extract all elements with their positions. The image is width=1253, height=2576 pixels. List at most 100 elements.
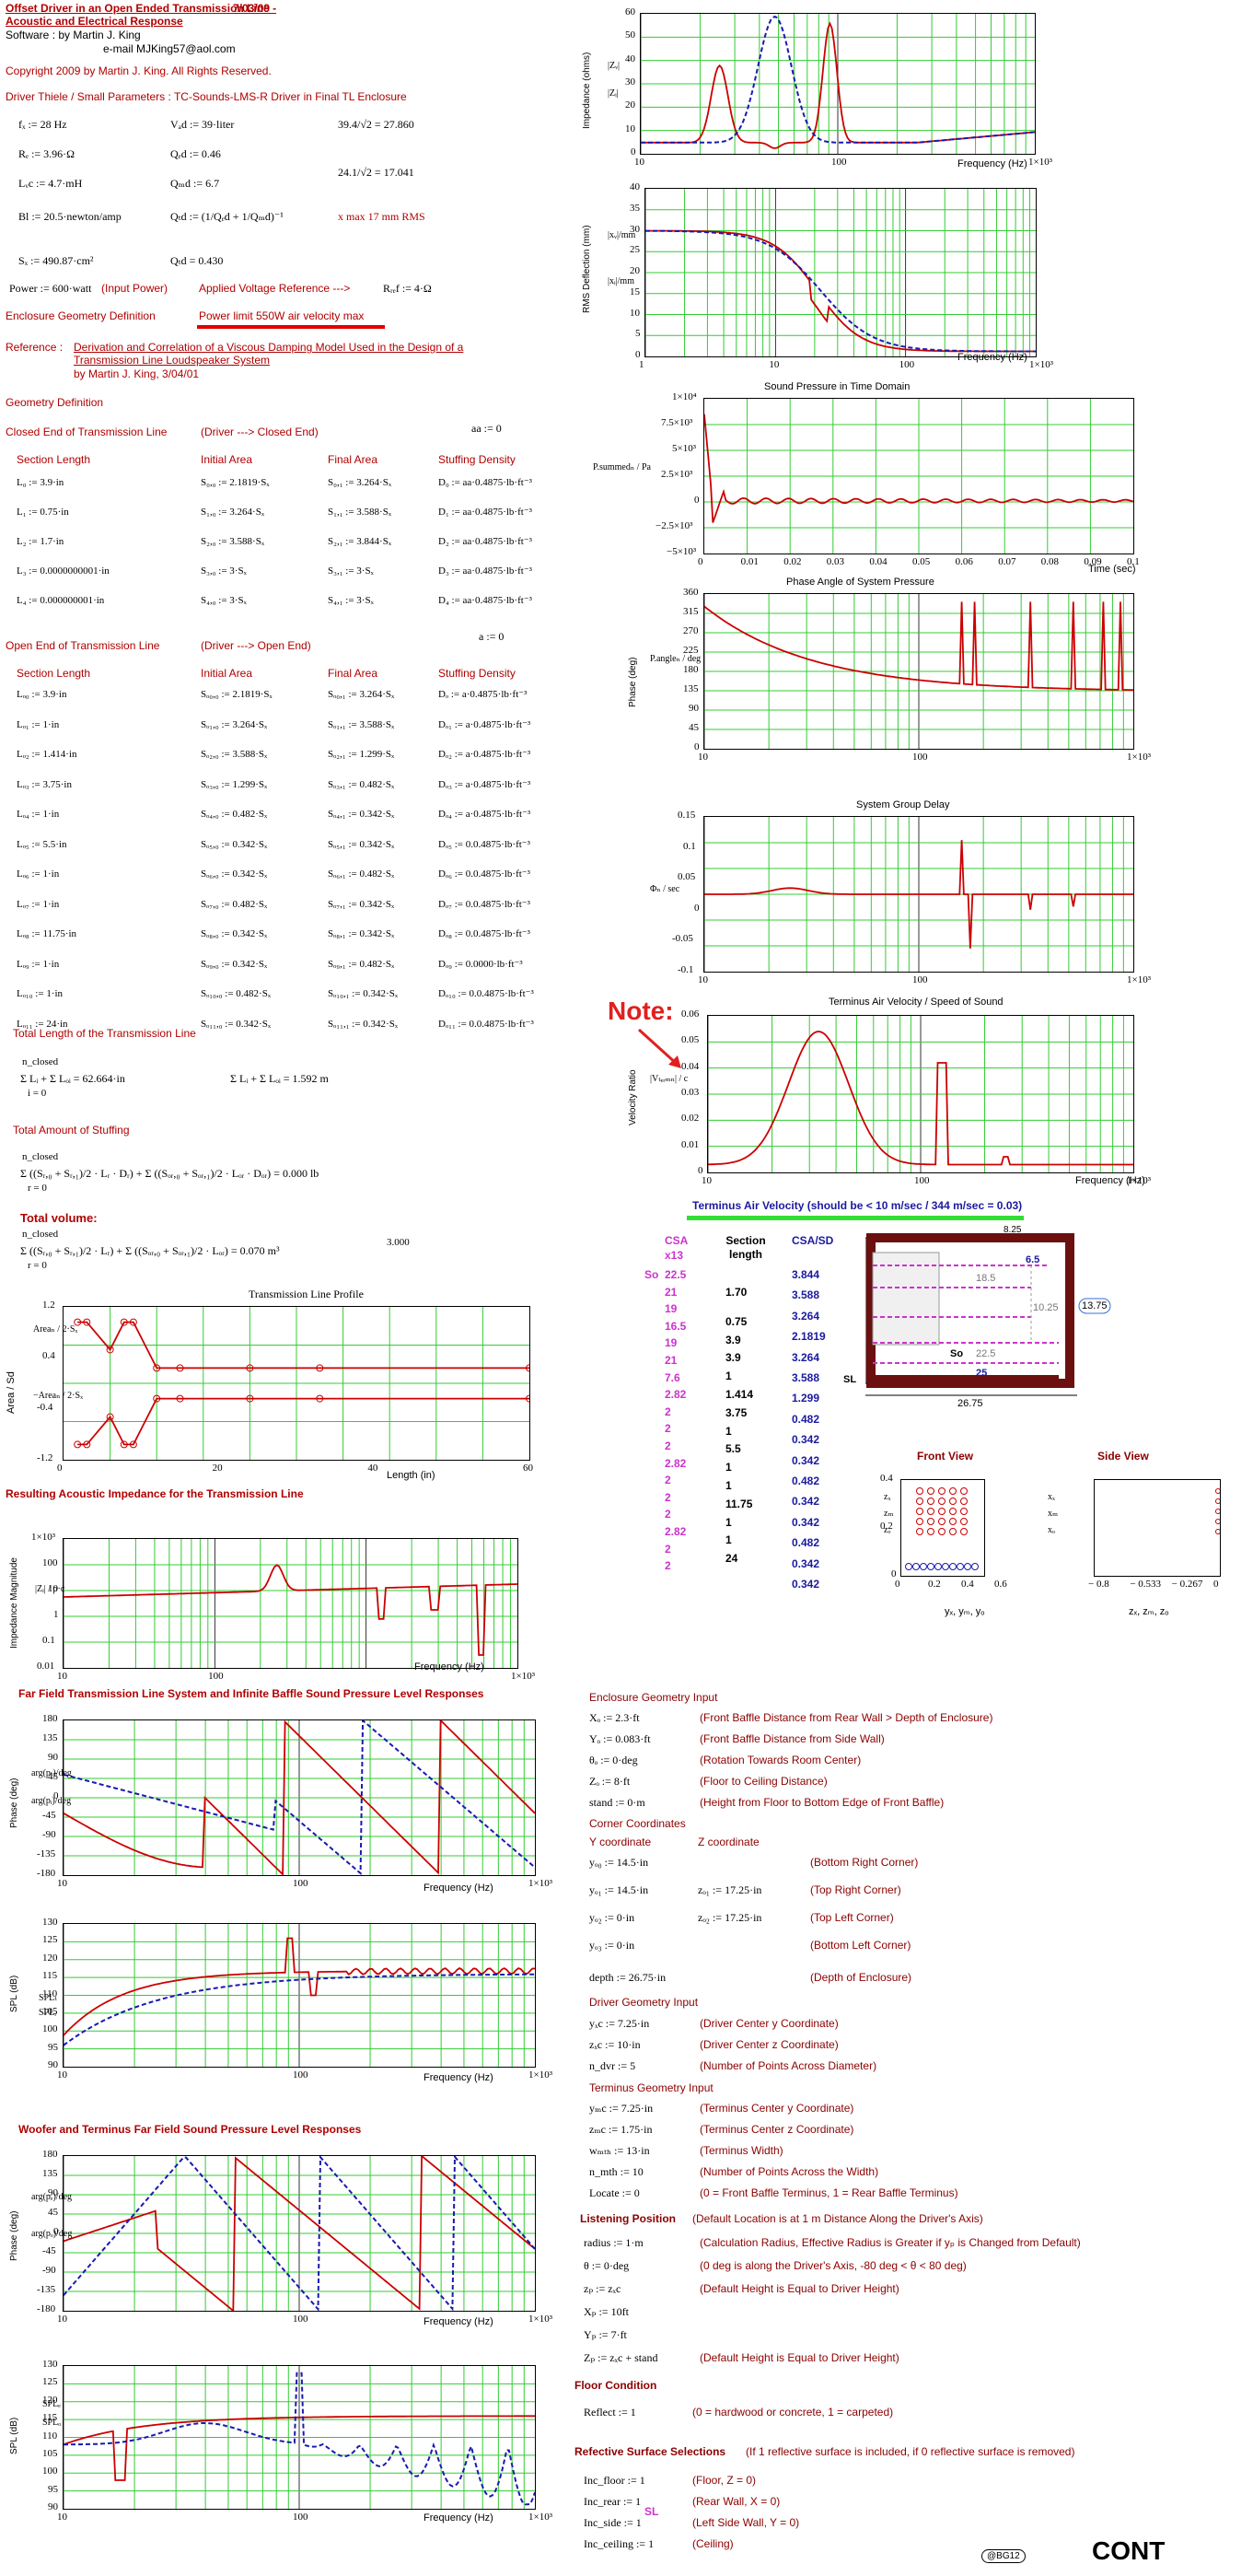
front-view-title: Front View [917,1450,974,1463]
open-cell-1-3: Dₒ₁ := a·0.4875·lb·ft⁻³ [438,718,531,730]
terminus-geom-title: Terminus Geometry Input [589,2081,714,2094]
grid [64,1539,517,1668]
corner-desc-3: (Bottom Left Corner) [810,1939,911,1952]
closed-cell-3-0: L₃ := 0.0000000001·in [17,565,110,577]
section-value: 5.5 [725,1442,741,1456]
stuffing-title: Total Amount of Stuffing [13,1124,130,1136]
profile-point [120,1440,128,1449]
open-cell-6-0: Lₒ₆ := 1·in [17,868,60,880]
w-spl-ytick: 90 [48,2501,58,2512]
depth-desc: (Depth of Enclosure) [810,1971,912,1984]
ff-spl-plot [63,1923,536,2068]
delay-ytick: 0 [694,902,700,914]
driver-desc-2: (Number of Points Across Diameter) [700,2059,877,2072]
terminus-value-3: n_mth := 10 [589,2165,644,2178]
closed-cell-2-2: S₂,₁ := 3.844·Sₓ [328,536,392,547]
section-value: 0.75 [725,1314,748,1328]
driver-point [960,1487,968,1495]
impedance-ytick: 30 [625,76,635,87]
acoustic-ytick: 0.01 [37,1661,55,1672]
acoustic-chart [64,1539,517,1668]
terminus-point [905,1563,912,1570]
pressure-xtick: 0.02 [783,556,802,567]
reflect-desc: (0 = hardwood or concrete, 1 = carpeted) [692,2406,894,2419]
delay-xtick: 1×10³ [1127,974,1152,985]
csa-value: 16.5 [665,1319,687,1333]
pressure-xtick: 0.09 [1084,556,1102,567]
email: e-mail MJKing57@aol.com [103,42,236,55]
ff-spl-xtick: 100 [293,2069,308,2081]
reference-line2: Transmission Line Loudspeaker System [74,354,270,367]
w-spl-ytick: 115 [42,2412,58,2424]
open-cell-5-2: Sₒ₅,₁ := 0.342·Sₓ [328,838,395,850]
w-spl-ytick: 120 [42,2394,58,2406]
phase-ytick: 315 [683,606,699,617]
csasd-value: 0.482 [792,1412,820,1426]
side-view-plot [1094,1479,1221,1577]
side-view-title: Side View [1097,1450,1149,1463]
impedance-plot [640,13,1036,155]
param-calc2: 24.1/√2 = 17.041 [338,166,414,179]
terminus-value-2: wₘₜₕ := 13·in [589,2144,650,2157]
listening-desc-1: (0 deg is along the Driver's Axis, -80 d… [700,2259,967,2272]
csa-value: 2 [665,1440,671,1452]
csasd-value: 0.342 [792,1578,820,1591]
woofer-title: Woofer and Terminus Far Field Sound Pres… [18,2123,362,2136]
side-driver-point [1215,1509,1220,1514]
param-qed: Qₑd := 0.46 [170,147,221,160]
csasd-value: 0.342 [792,1515,820,1529]
open-cell-2-3: Dₒ₂ := a·0.4875·lb·ft⁻³ [438,749,531,760]
profile-point [176,1364,184,1372]
phase-curve [704,601,1133,691]
ff-phase-legend1: arg(pₜ)/deg [31,1768,72,1778]
param-sd: Sₓ := 490.87·cm² [18,254,94,267]
rms-ytick: 30 [630,223,640,235]
listening-title: Listening Position [580,2212,676,2225]
driver-point [927,1528,934,1535]
impedance-ytick: 50 [625,29,635,41]
csa-value: 2 [665,1542,671,1556]
w-spl-xtick: 100 [293,2512,308,2523]
csa-value: 2 [665,1405,671,1418]
w-phase-ytick: -45 [42,2245,56,2256]
profile-ytick: 0.4 [42,1350,55,1362]
open-header-1: Initial Area [201,667,253,680]
volume-title: Total volume: [20,1211,98,1225]
closed-cell-1-3: D₁ := aa·0.4875·lb·ft⁻³ [438,507,532,518]
csasd-value: 0.342 [792,1433,820,1447]
corner-z-1: zₒ₁ := 17.25·in [698,1883,762,1896]
profile-point [120,1318,128,1326]
terminus-desc-3: (Number of Points Across the Width) [700,2165,879,2178]
rms-ylabel: RMS Deflection (mm) [582,225,592,313]
profile-xlabel: Length (in) [387,1470,435,1481]
section-value: 1 [725,1479,732,1492]
y-coord-label: Y coordinate [589,1836,652,1848]
dim-1025: 10.25 [1033,1302,1059,1313]
csasd-value: 2.1819 [792,1330,826,1344]
acoustic-legend: |Zᵢ| / ρ·c [35,1584,65,1594]
section-value: 24 [725,1552,738,1566]
farfield-title: Far Field Transmission Line System and I… [18,1687,484,1700]
corner-desc-2: (Top Left Corner) [810,1911,894,1924]
sl-drawing-label: SL [843,1374,857,1385]
ff-spl-xlabel: Frequency (Hz) [423,2072,493,2083]
so-drawing-label: So [950,1348,964,1359]
depth-value: depth := 26.75·in [589,1971,667,1984]
profile-point [526,1394,529,1403]
open-cell-10-2: Sₒ₁₀,₁ := 0.342·Sₓ [328,988,399,999]
length-formula1: Σ Lᵢ + Σ Lₒᵢ = 62.664·in [20,1072,125,1085]
w-spl-ylabel: SPL (dB) [9,2417,19,2454]
rms-ib-curve [645,229,1036,353]
ff-spl-ib-curve [64,1973,535,2046]
volume-exp: 3.000 [387,1237,410,1248]
csa-value: 2 [665,1508,671,1521]
rms-ytick: 25 [630,244,640,256]
open-cell-10-3: Dₒ₁₀ := 0.0.4875·lb·ft⁻³ [438,988,534,999]
open-cell-4-3: Dₒ₄ := a·0.4875·lb·ft⁻³ [438,809,531,820]
enc-row-value-0: Xₒ := 2.3·ft [589,1711,640,1724]
ff-phase-ytick: -180 [37,1868,56,1879]
listening-value-3: Xₚ := 10ft [584,2305,629,2318]
rms-ytick: 35 [630,202,640,214]
profile-legend1: Areaₙ / 2·Sₓ [33,1324,78,1335]
closed-cell-4-3: D₄ := aa·0.4875·lb·ft⁻³ [438,595,532,606]
